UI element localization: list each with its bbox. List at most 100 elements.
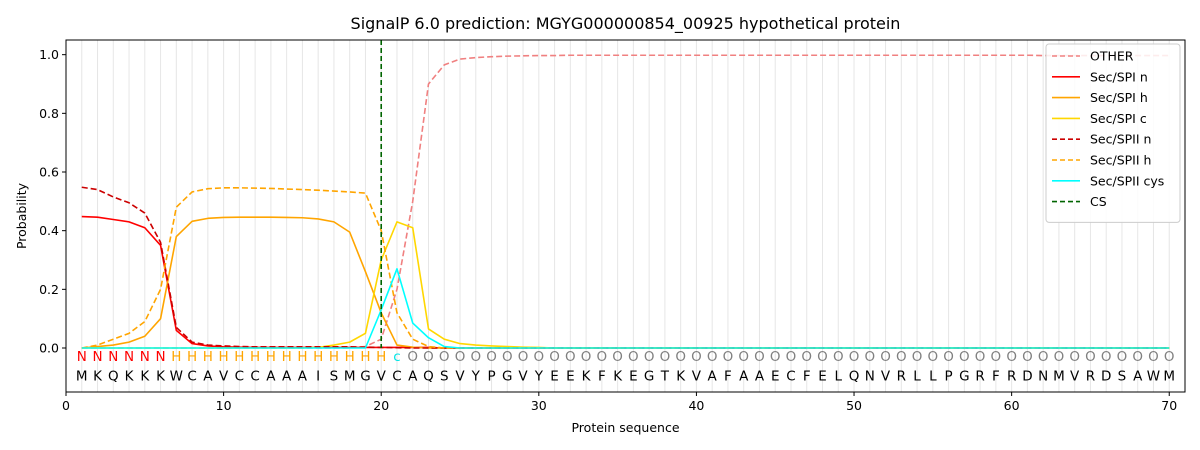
residue-label: P: [487, 368, 495, 384]
region-label: O: [407, 349, 418, 365]
region-label: O: [502, 349, 513, 365]
region-label: N: [92, 349, 102, 365]
residue-label: F: [803, 368, 811, 384]
region-label: O: [660, 349, 671, 365]
residue-label: V: [455, 368, 465, 384]
chart-title: SignalP 6.0 prediction: MGYG000000854_00…: [351, 14, 901, 34]
residue-label: C: [392, 368, 401, 384]
region-label: O: [786, 349, 797, 365]
residue-label: R: [1007, 368, 1016, 384]
x-tick-label: 70: [1161, 398, 1177, 413]
region-label: H: [250, 349, 260, 365]
residue-label: N: [1038, 368, 1048, 384]
residue-label: V: [692, 368, 702, 384]
region-label: O: [1085, 349, 1096, 365]
residue-label: W: [1147, 368, 1160, 384]
residue-label: A: [1133, 368, 1143, 384]
residue-label: L: [929, 368, 937, 384]
region-label: H: [360, 349, 370, 365]
region-label: H: [313, 349, 323, 365]
region-label: O: [770, 349, 781, 365]
region-label: O: [943, 349, 954, 365]
region-label: H: [345, 349, 355, 365]
region-label: O: [1132, 349, 1143, 365]
residue-label: V: [219, 368, 229, 384]
residue-label: K: [140, 368, 150, 384]
region-label: N: [124, 349, 134, 365]
residue-label: W: [170, 368, 183, 384]
residue-label: G: [360, 368, 370, 384]
residue-label: P: [945, 368, 953, 384]
region-label: O: [455, 349, 466, 365]
residue-label: V: [1070, 368, 1080, 384]
series-line-sec-spii-n: [81, 186, 1170, 349]
region-label: O: [1006, 349, 1017, 365]
residue-label: A: [755, 368, 765, 384]
region-label: O: [833, 349, 844, 365]
residue-label: C: [187, 368, 196, 384]
x-tick-label: 20: [373, 398, 389, 413]
residue-label: V: [377, 368, 387, 384]
region-label: O: [675, 349, 686, 365]
region-label: O: [439, 349, 450, 365]
y-axis-label: Probability: [14, 182, 29, 249]
residue-label: K: [582, 368, 592, 384]
region-label: O: [1022, 349, 1033, 365]
region-label: H: [329, 349, 339, 365]
series-line-sec-spii-cys: [81, 267, 1170, 349]
residue-label: M: [76, 368, 88, 384]
legend-entry: Sec/SPI c: [1090, 111, 1147, 126]
residue-label: E: [629, 368, 638, 384]
residue-label: F: [598, 368, 606, 384]
region-label: H: [297, 349, 307, 365]
series-line-sec-spii-h: [81, 187, 1170, 349]
x-tick-label: 0: [62, 398, 70, 413]
residue-label: A: [266, 368, 276, 384]
residue-label: S: [330, 368, 339, 384]
residue-label: D: [1022, 368, 1032, 384]
region-label: O: [1069, 349, 1080, 365]
residue-label: A: [739, 368, 749, 384]
residue-label: E: [818, 368, 827, 384]
region-label: O: [691, 349, 702, 365]
region-label: O: [533, 349, 544, 365]
x-tick-label: 40: [688, 398, 704, 413]
residue-label: K: [676, 368, 686, 384]
region-label: O: [991, 349, 1002, 365]
residue-label: Y: [471, 368, 481, 384]
region-label: N: [140, 349, 150, 365]
residue-label: E: [550, 368, 559, 384]
region-label: O: [423, 349, 434, 365]
axis-ticks: 0 10 20 30 40 50 60 70 0.0 0.2 0.4 0.6 0.8 1.0: [39, 47, 1177, 413]
region-label: H: [219, 349, 229, 365]
region-label: O: [1054, 349, 1065, 365]
series-line-sec-spi-c: [81, 221, 1170, 349]
y-tick-label: 1.0: [39, 47, 59, 62]
residue-label: A: [408, 368, 418, 384]
residue-label: Q: [849, 368, 860, 384]
residue-label: C: [235, 368, 244, 384]
region-label: O: [1164, 349, 1175, 365]
region-label: H: [187, 349, 197, 365]
region-label: O: [549, 349, 560, 365]
series-line-sec-spi-n: [81, 215, 1170, 349]
region-label: H: [266, 349, 276, 365]
region-label: O: [470, 349, 481, 365]
residue-label: K: [613, 368, 623, 384]
region-label: H: [203, 349, 213, 365]
region-label: O: [896, 349, 907, 365]
residue-label: K: [93, 368, 103, 384]
residue-label: R: [975, 368, 984, 384]
residue-label: G: [644, 368, 654, 384]
region-label: N: [108, 349, 118, 365]
x-axis-label: Protein sequence: [571, 420, 679, 435]
legend-entry: Sec/SPII n: [1090, 132, 1151, 147]
legend: OTHER Sec/SPI n Sec/SPI h Sec/SPI c Sec/SPII…: [1045, 43, 1181, 223]
region-label: O: [1038, 349, 1049, 365]
region-label: O: [597, 349, 608, 365]
x-tick-label: 10: [216, 398, 232, 413]
region-label: H: [234, 349, 244, 365]
residue-label: V: [518, 368, 528, 384]
